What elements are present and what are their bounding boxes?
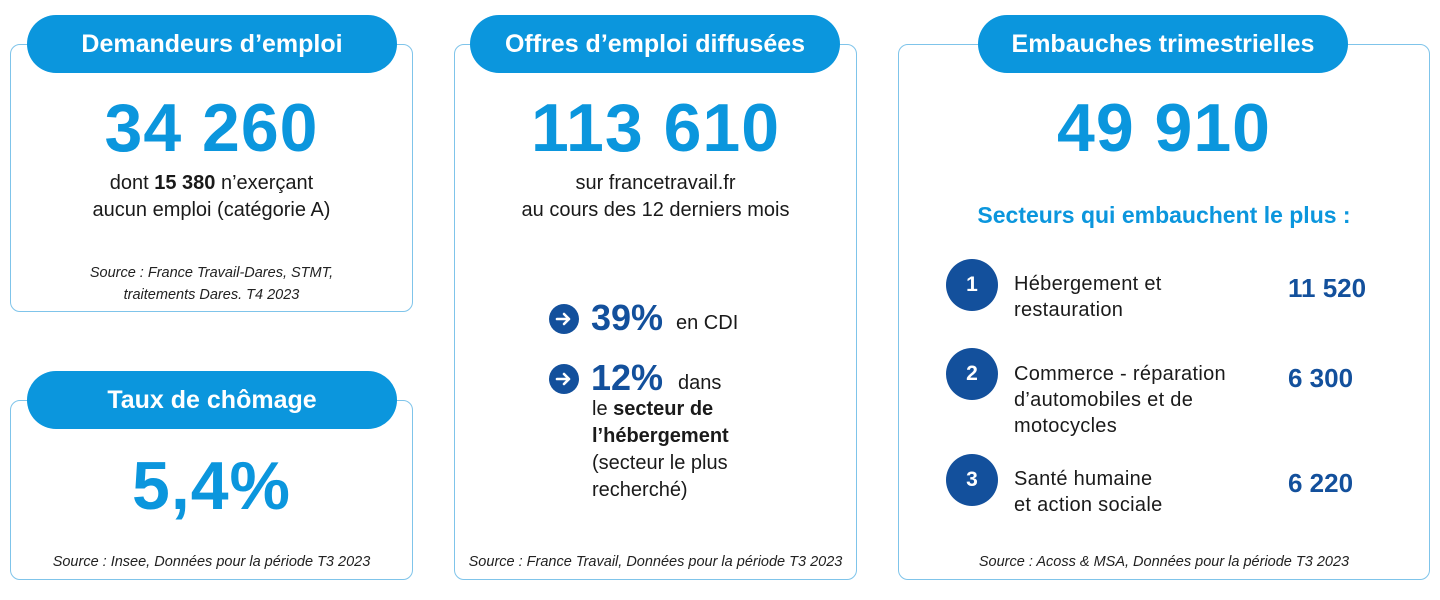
offres-stat2-text-b: le bbox=[592, 398, 614, 420]
demandeurs-source: Source : France Travail-Dares, STMT, tra… bbox=[10, 262, 413, 306]
demandeurs-text-bold: 15 380 bbox=[154, 172, 216, 194]
demandeurs-source-line1: Source : France Travail-Dares, STMT, bbox=[89, 265, 334, 281]
demandeurs-text-pre: dont bbox=[109, 172, 155, 194]
demandeurs-text-line2: aucun emploi (catégorie A) bbox=[92, 199, 331, 221]
chomage-value: 5,4% bbox=[132, 448, 291, 524]
offres-stat1-text: en CDI bbox=[676, 312, 739, 334]
chomage-source: Source : Insee, Données pour la période … bbox=[52, 554, 371, 570]
embauches-subtitle: Secteurs qui embauchent le plus : bbox=[977, 202, 1351, 228]
arrow-right-icon bbox=[549, 304, 579, 334]
offres-value: 113 610 bbox=[530, 90, 781, 166]
sector-2-line2: d’automobiles et de bbox=[1014, 389, 1194, 411]
sector-2-line1: Commerce - réparation bbox=[1014, 363, 1226, 385]
chomage-card bbox=[10, 400, 413, 580]
demandeurs-title: Demandeurs d’emploi bbox=[27, 15, 397, 73]
offres-stat2-text-c: (secteur le plus bbox=[592, 452, 728, 474]
offres-stat1-pct: 39% bbox=[591, 297, 664, 338]
rank-3-badge: 3 bbox=[946, 454, 998, 506]
sector-2-label: Commerce - réparation d’automobiles et d… bbox=[1014, 361, 1226, 439]
offres-stat2-text-a: dans bbox=[678, 372, 722, 394]
demandeurs-text-post: n’exerçant bbox=[215, 172, 314, 194]
sector-3-line1: Santé humaine bbox=[1014, 468, 1153, 490]
embauches-source: Source : Acoss & MSA, Données pour la pé… bbox=[978, 554, 1350, 570]
sector-3-value: 6 220 bbox=[1288, 468, 1354, 498]
sector-1-label: Hébergement et restauration bbox=[1014, 271, 1162, 323]
offres-stat2-text: le secteur de l’hébergement (secteur le … bbox=[592, 396, 729, 504]
offres-stat2-bold-2: l’hébergement bbox=[592, 425, 729, 447]
offres-description: sur francetravail.fr au cours des 12 der… bbox=[454, 170, 857, 224]
embauches-title: Embauches trimestrielles bbox=[978, 15, 1348, 73]
offres-source: Source : France Travail, Données pour la… bbox=[468, 554, 843, 570]
offres-stat2-bold-1: secteur de bbox=[613, 398, 714, 420]
rank-2-badge: 2 bbox=[946, 348, 998, 400]
sector-2-value: 6 300 bbox=[1288, 363, 1354, 393]
sector-3-label: Santé humaine et action sociale bbox=[1014, 466, 1163, 518]
rank-1-badge: 1 bbox=[946, 259, 998, 311]
chomage-title: Taux de chômage bbox=[27, 371, 397, 429]
offres-title: Offres d’emploi diffusées bbox=[470, 15, 840, 73]
offres-stat2-pct: 12% bbox=[591, 357, 664, 398]
sector-2-line3: motocycles bbox=[1014, 415, 1118, 437]
demandeurs-value: 34 260 bbox=[104, 90, 319, 166]
sector-1-line1: Hébergement et bbox=[1014, 273, 1162, 295]
embauches-value: 49 910 bbox=[1057, 90, 1271, 166]
offres-card bbox=[454, 44, 857, 580]
demandeurs-description: dont 15 380 n’exerçant aucun emploi (cat… bbox=[10, 170, 413, 224]
demandeurs-source-line2: traitements Dares. T4 2023 bbox=[123, 287, 300, 303]
arrow-right-icon bbox=[549, 364, 579, 394]
offres-line1: sur francetravail.fr bbox=[575, 172, 736, 194]
sector-1-value: 11 520 bbox=[1288, 273, 1367, 303]
offres-stat2-text-d: recherché) bbox=[592, 479, 688, 501]
sector-3-line2: et action sociale bbox=[1014, 494, 1163, 516]
offres-line2: au cours des 12 derniers mois bbox=[521, 199, 790, 221]
demandeurs-card bbox=[10, 44, 413, 312]
sector-1-line2: restauration bbox=[1014, 299, 1124, 321]
